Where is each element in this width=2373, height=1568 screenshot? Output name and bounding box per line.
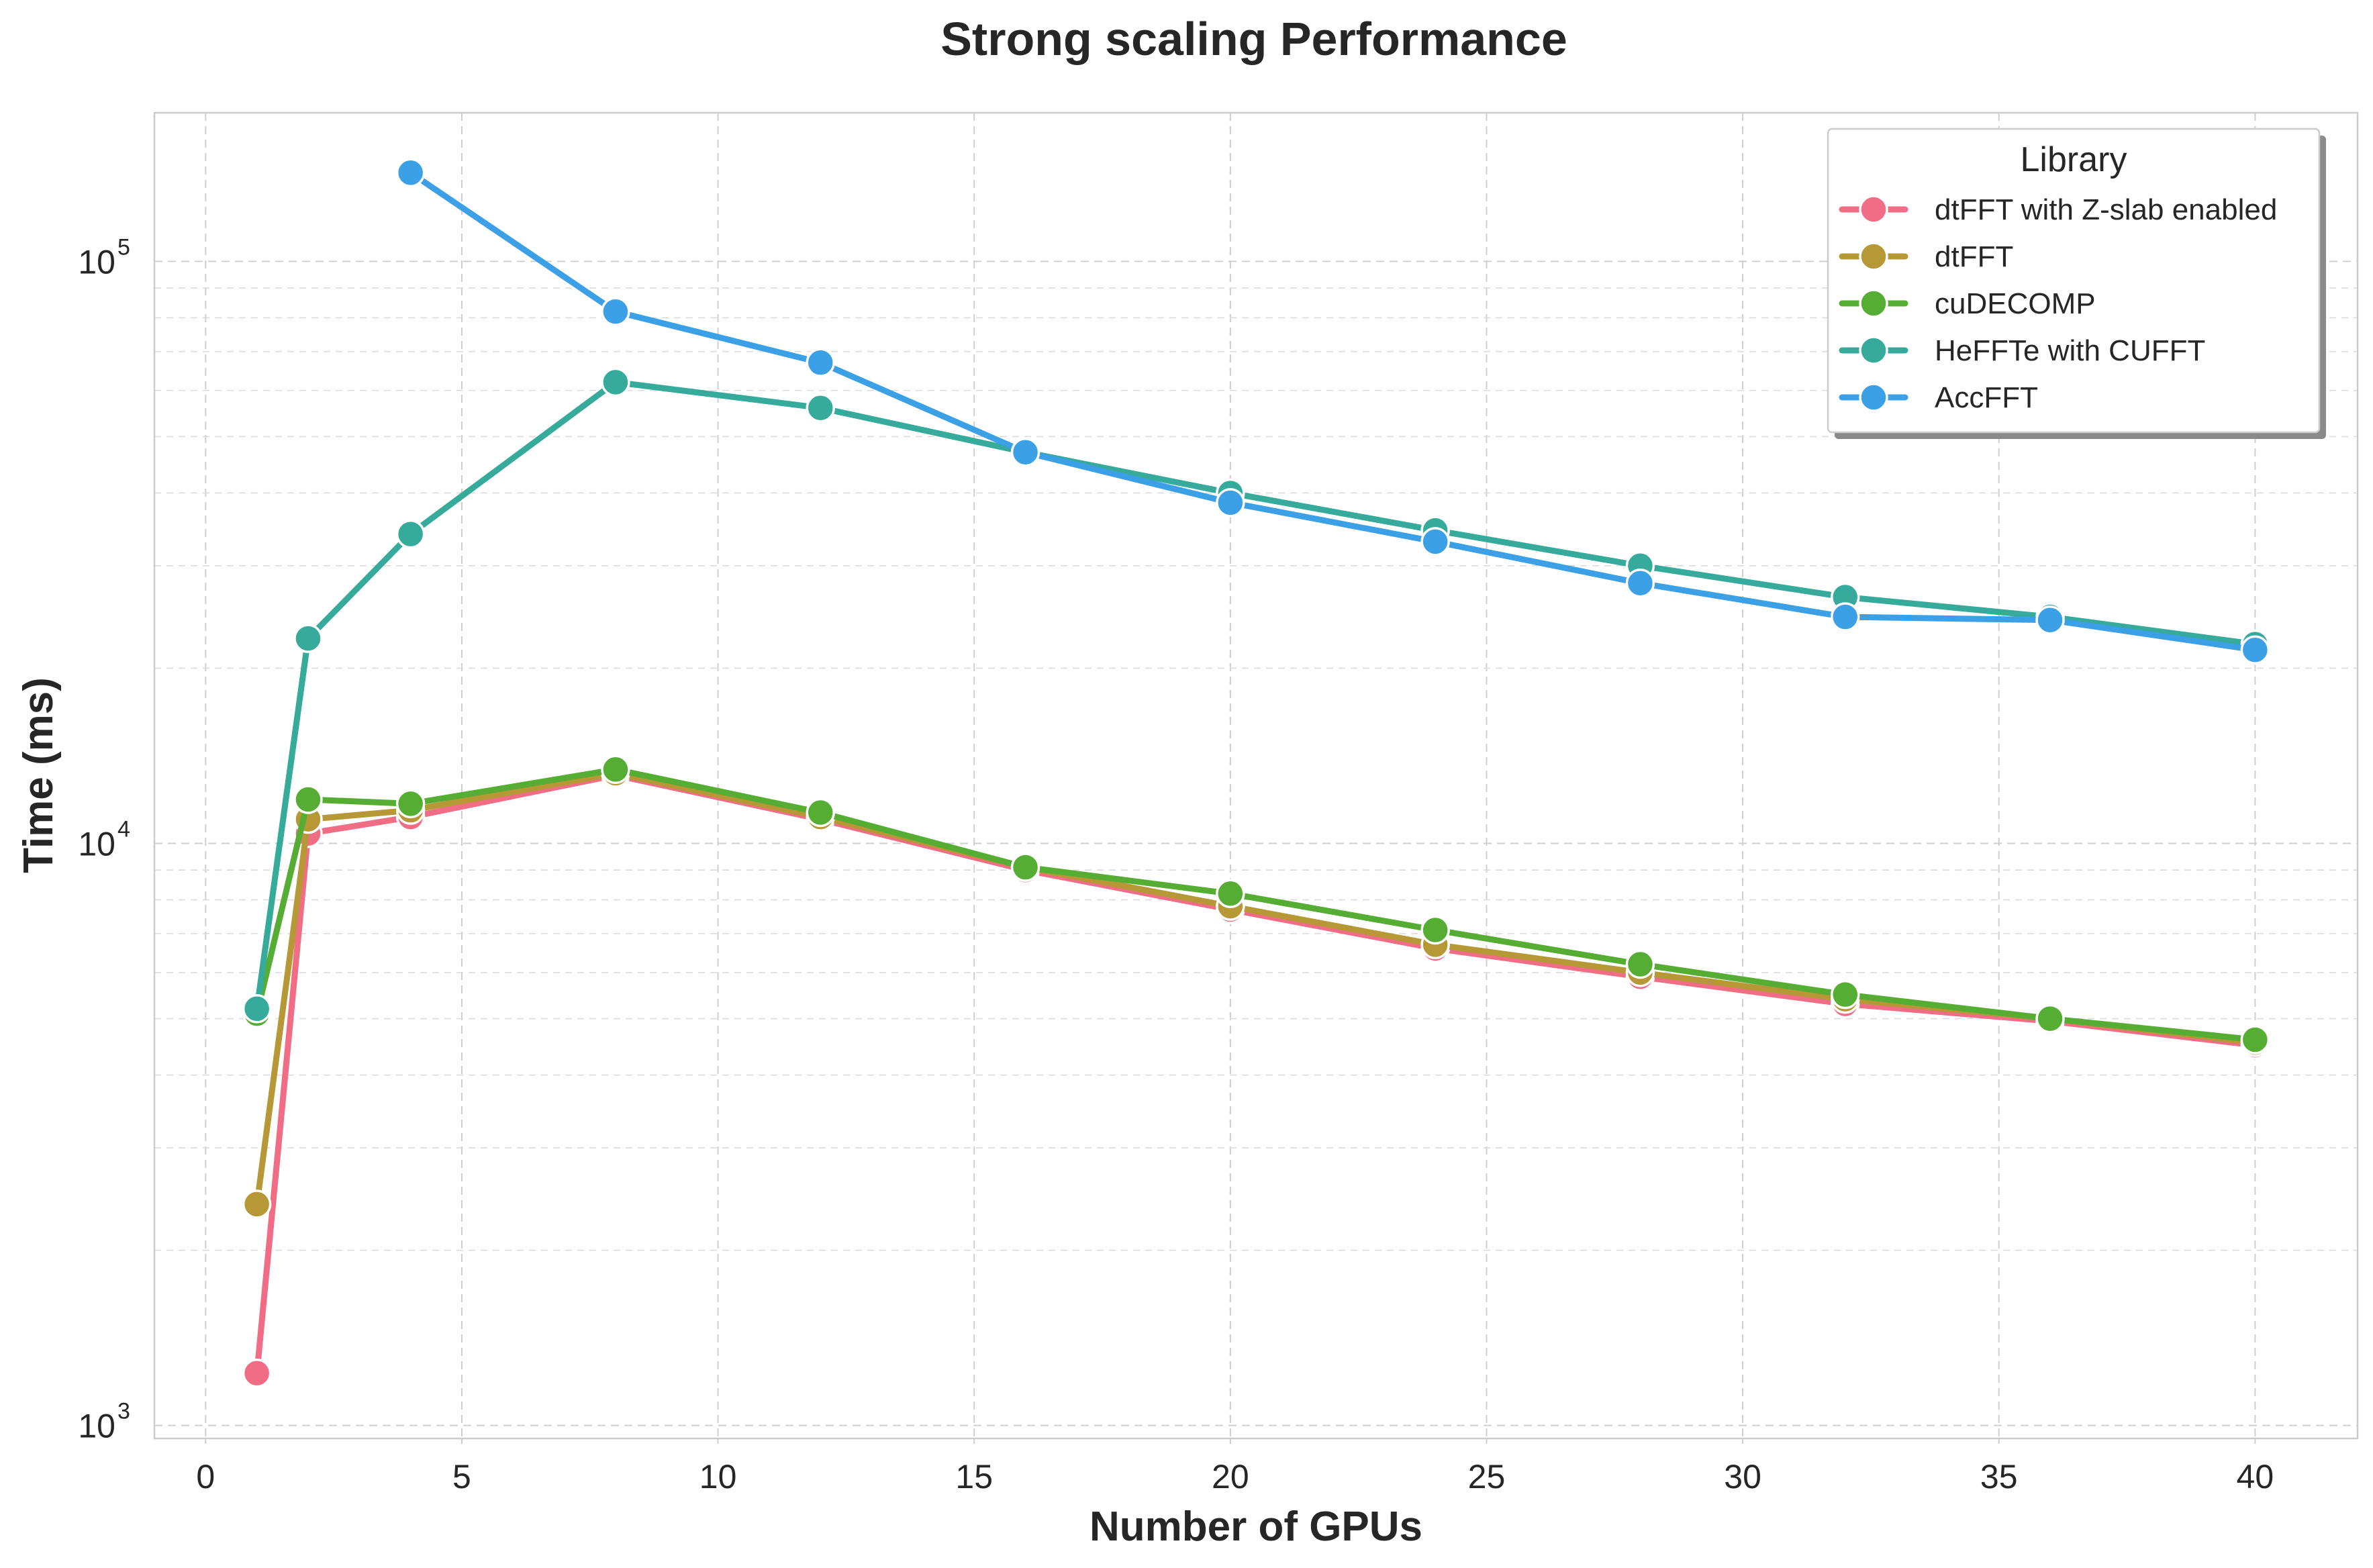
x-tick-label: 30 xyxy=(1724,1458,1761,1496)
legend-item: dtFFT with Z-slab enabled xyxy=(1839,193,2277,226)
legend-label: dtFFT with Z-slab enabled xyxy=(1935,193,2277,226)
series-4 xyxy=(395,158,2270,665)
series-2 xyxy=(242,754,2270,1055)
legend-title: Library xyxy=(2021,140,2127,179)
series-line xyxy=(254,379,2258,1012)
data-point xyxy=(2035,605,2065,635)
data-point xyxy=(2035,1003,2065,1034)
data-point xyxy=(601,754,630,785)
data-point xyxy=(395,789,426,819)
y-tick-label: 10 5 xyxy=(78,234,130,281)
x-tick-label: 25 xyxy=(1468,1458,1506,1496)
legend-item: AccFFT xyxy=(1839,381,2038,414)
series-line xyxy=(407,169,2258,653)
data-point xyxy=(806,797,835,828)
y-tick-exponent: 3 xyxy=(117,1399,130,1424)
data-point xyxy=(1625,949,1655,979)
data-point xyxy=(1010,437,1040,467)
data-point xyxy=(1010,852,1040,882)
data-point xyxy=(395,519,426,549)
chart-title: Strong scaling Performance xyxy=(940,13,1567,65)
plot-area-frame xyxy=(153,111,2359,1440)
y-tick-base: 10 xyxy=(78,826,115,863)
x-tick-label: 10 xyxy=(699,1458,737,1496)
x-tick-label: 0 xyxy=(196,1458,215,1496)
legend-label: HeFFTe with CUFFT xyxy=(1935,334,2205,367)
y-tick-label: 10 3 xyxy=(78,1399,130,1445)
x-tick-label: 35 xyxy=(1980,1458,2018,1496)
series-group xyxy=(242,158,2270,1388)
y-tick-label: 10 4 xyxy=(78,817,130,863)
legend-label: cuDECOMP xyxy=(1935,287,2096,320)
data-point xyxy=(1830,602,1860,632)
legend-item: HeFFTe with CUFFT xyxy=(1839,334,2205,367)
data-point xyxy=(2240,1025,2270,1055)
series-line xyxy=(254,766,2258,1043)
legend-marker xyxy=(1859,336,1888,365)
data-point xyxy=(806,348,835,377)
y-tick-base: 10 xyxy=(78,1408,115,1445)
data-point xyxy=(293,785,323,814)
data-point xyxy=(1830,979,1860,1010)
legend-marker xyxy=(1859,289,1888,318)
legend-box xyxy=(1827,128,2321,434)
data-point xyxy=(2240,635,2270,665)
y-axis-label: Time (ms) xyxy=(15,677,62,873)
data-point xyxy=(601,367,630,397)
legend-items: dtFFT with Z-slab enabled dtFFT cuDECOMP He… xyxy=(1839,193,2277,414)
data-point xyxy=(293,624,323,653)
x-tick-label: 5 xyxy=(452,1458,471,1496)
y-tick-exponent: 4 xyxy=(117,817,130,842)
data-point xyxy=(1216,879,1245,909)
data-point xyxy=(1625,569,1655,598)
y-tick-base: 10 xyxy=(78,243,115,281)
legend-label: AccFFT xyxy=(1935,381,2038,414)
legend-item: dtFFT xyxy=(1839,240,2013,273)
data-point xyxy=(601,297,630,326)
x-tick-label: 20 xyxy=(1212,1458,1249,1496)
x-tick-label: 15 xyxy=(955,1458,993,1496)
data-point xyxy=(242,1189,272,1219)
legend-marker xyxy=(1859,242,1888,271)
x-tick-label: 40 xyxy=(2237,1458,2274,1496)
x-axis-ticks: 0 5 10 15 20 25 30 35 40 xyxy=(196,1438,2274,1496)
legend: Library dtFFT with Z-slab enabled dtFFT cu… xyxy=(1827,128,2326,439)
legend-label: dtFFT xyxy=(1935,240,2013,273)
legend-marker xyxy=(1859,383,1888,412)
data-point xyxy=(1420,915,1450,945)
legend-marker xyxy=(1859,195,1888,224)
data-point xyxy=(806,393,835,423)
y-tick-exponent: 5 xyxy=(117,234,130,260)
data-point xyxy=(242,1358,272,1388)
data-point xyxy=(1216,488,1245,518)
data-point xyxy=(242,994,272,1024)
data-point xyxy=(1420,527,1450,556)
x-axis-label: Number of GPUs xyxy=(1089,1504,1422,1550)
data-point xyxy=(395,158,426,188)
legend-item: cuDECOMP xyxy=(1839,287,2096,320)
series-line xyxy=(254,770,2258,1208)
